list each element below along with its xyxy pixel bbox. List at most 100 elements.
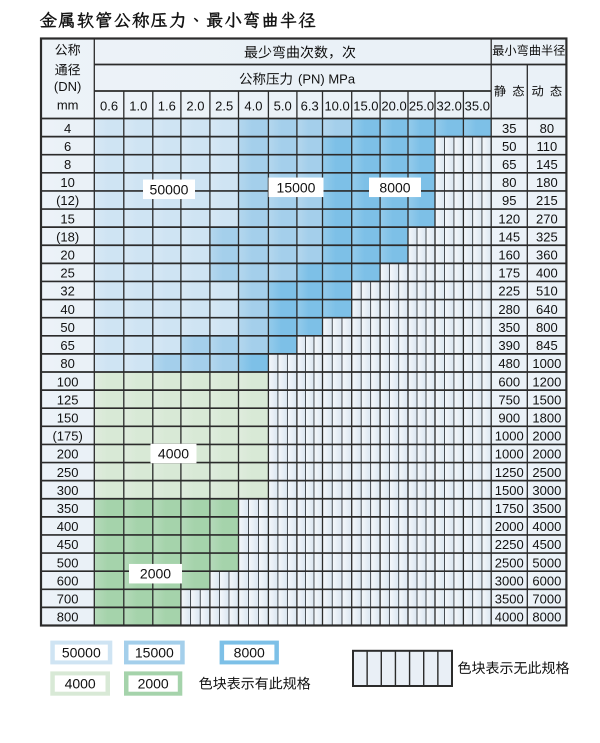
svg-text:750: 750 [498,392,520,407]
svg-text:180: 180 [536,175,558,190]
svg-text:450: 450 [57,537,79,552]
svg-text:20.0: 20.0 [381,98,406,113]
svg-text:600: 600 [57,573,79,588]
svg-text:50: 50 [60,320,74,335]
svg-text:1.6: 1.6 [158,98,176,113]
svg-text:4000: 4000 [495,610,524,625]
svg-text:15.0: 15.0 [353,98,378,113]
svg-text:145: 145 [536,157,558,172]
svg-text:1750: 1750 [495,501,524,516]
svg-text:95: 95 [502,193,516,208]
svg-text:80: 80 [540,121,554,136]
svg-text:900: 900 [498,410,520,425]
svg-text:400: 400 [57,519,79,534]
svg-text:(12): (12) [56,193,79,208]
svg-text:300: 300 [57,483,79,498]
svg-text:800: 800 [57,610,79,625]
svg-text:2000: 2000 [495,519,524,534]
svg-text:15000: 15000 [277,179,316,195]
svg-text:325: 325 [536,229,558,244]
svg-text:(175): (175) [52,429,82,444]
svg-text:2000: 2000 [532,447,561,462]
svg-text:15: 15 [60,211,74,226]
svg-text:390: 390 [498,338,520,353]
svg-text:480: 480 [498,356,520,371]
svg-text:2000: 2000 [138,676,169,692]
svg-text:150: 150 [57,410,79,425]
svg-text:(18): (18) [56,229,79,244]
svg-text:(DN): (DN) [54,79,81,94]
svg-text:32: 32 [60,284,74,299]
svg-text:10.0: 10.0 [324,98,349,113]
svg-text:50000: 50000 [150,181,189,197]
svg-text:0.6: 0.6 [100,98,118,113]
svg-text:125: 125 [57,392,79,407]
svg-text:(PN) MPa: (PN) MPa [298,72,356,87]
svg-text:25.0: 25.0 [409,98,434,113]
svg-text:50: 50 [502,139,516,154]
svg-text:2250: 2250 [495,537,524,552]
svg-text:80: 80 [60,356,74,371]
svg-text:3500: 3500 [532,501,561,516]
svg-text:32.0: 32.0 [437,98,462,113]
svg-text:145: 145 [498,229,520,244]
svg-text:4500: 4500 [532,537,561,552]
svg-text:15000: 15000 [135,645,174,661]
svg-text:270: 270 [536,211,558,226]
svg-text:2500: 2500 [495,555,524,570]
svg-text:80: 80 [502,175,516,190]
svg-text:8: 8 [64,157,71,172]
svg-text:1000: 1000 [495,447,524,462]
svg-text:8000: 8000 [532,610,561,625]
svg-text:1000: 1000 [532,356,561,371]
svg-text:225: 225 [498,284,520,299]
svg-text:6: 6 [64,139,71,154]
svg-text:4.0: 4.0 [244,98,262,113]
svg-text:510: 510 [536,284,558,299]
svg-text:2.0: 2.0 [186,98,204,113]
svg-text:120: 120 [498,211,520,226]
svg-text:845: 845 [536,338,558,353]
svg-text:280: 280 [498,302,520,317]
svg-text:4: 4 [64,121,71,136]
svg-text:500: 500 [57,555,79,570]
svg-text:4000: 4000 [532,519,561,534]
svg-text:20: 20 [60,248,74,263]
svg-text:360: 360 [536,248,558,263]
svg-text:4000: 4000 [158,445,189,461]
svg-text:100: 100 [57,374,79,389]
svg-text:1500: 1500 [495,483,524,498]
svg-text:mm: mm [57,98,79,113]
svg-text:3000: 3000 [532,483,561,498]
svg-text:35.0: 35.0 [465,98,490,113]
svg-text:8000: 8000 [379,179,410,195]
svg-text:1800: 1800 [532,410,561,425]
svg-text:640: 640 [536,302,558,317]
svg-text:1000: 1000 [495,429,524,444]
svg-text:1200: 1200 [532,374,561,389]
svg-text:175: 175 [498,266,520,281]
svg-text:50000: 50000 [62,645,101,661]
svg-text:65: 65 [502,157,516,172]
svg-text:3500: 3500 [495,592,524,607]
svg-text:800: 800 [536,320,558,335]
svg-text:1250: 1250 [495,465,524,480]
svg-text:1500: 1500 [532,392,561,407]
svg-text:10: 10 [60,175,74,190]
svg-text:25: 25 [60,266,74,281]
svg-text:2500: 2500 [532,465,561,480]
svg-text:110: 110 [536,139,557,154]
svg-text:250: 250 [57,465,79,480]
svg-text:2000: 2000 [140,566,171,582]
svg-text:350: 350 [57,501,79,516]
svg-text:2000: 2000 [532,429,561,444]
svg-text:5000: 5000 [532,555,561,570]
svg-text:35: 35 [502,121,516,136]
svg-text:3000: 3000 [495,573,524,588]
svg-text:65: 65 [60,338,74,353]
svg-text:215: 215 [536,193,558,208]
svg-text:40: 40 [60,302,74,317]
svg-text:400: 400 [536,266,558,281]
svg-text:5.0: 5.0 [274,98,292,113]
svg-text:7000: 7000 [532,592,561,607]
